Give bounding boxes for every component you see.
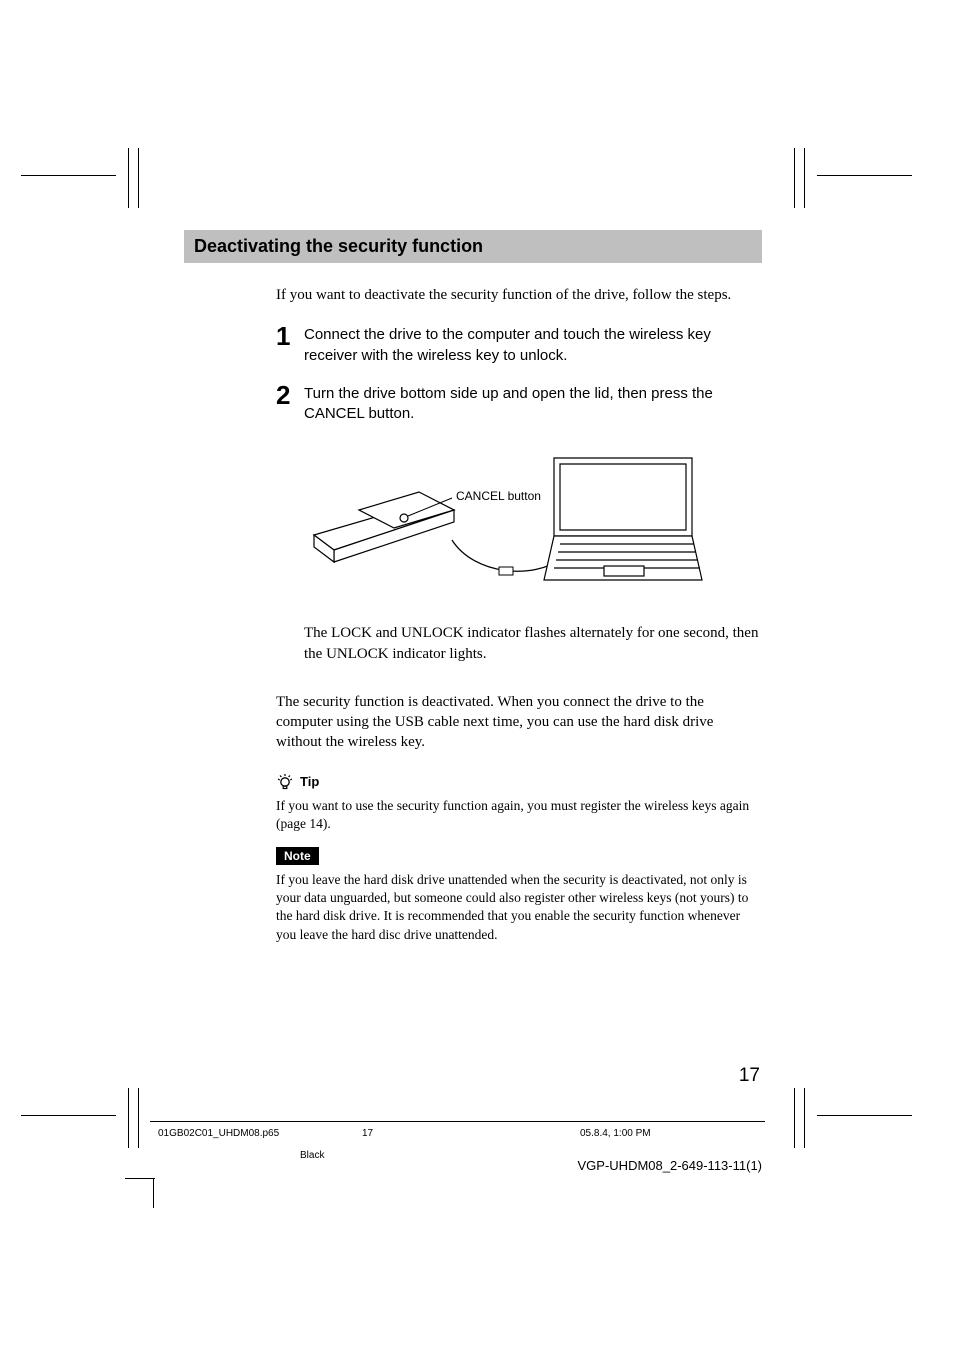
tip-label: Tip — [300, 774, 319, 789]
drive-laptop-illustration: CANCEL button — [304, 440, 704, 600]
tip-heading: Tip — [276, 773, 762, 791]
step-number: 2 — [276, 382, 304, 408]
crop-mark — [21, 175, 116, 176]
footer-rule — [150, 1121, 765, 1122]
footer-filename: 01GB02C01_UHDM08.p65 — [158, 1128, 279, 1139]
intro-text: If you want to deactivate the security f… — [276, 285, 762, 305]
page-number: 17 — [739, 1065, 760, 1087]
footer-page: 17 — [362, 1128, 373, 1139]
crop-mark — [794, 148, 795, 208]
tip-text: If you want to use the security function… — [276, 797, 762, 833]
step-number: 1 — [276, 323, 304, 349]
crop-mark — [128, 1088, 129, 1148]
step-text: Turn the drive bottom side up and open t… — [304, 384, 762, 425]
post-text: The security function is deactivated. Wh… — [276, 692, 762, 753]
crop-mark — [804, 148, 805, 208]
crop-mark — [128, 148, 129, 208]
step-2: 2 Turn the drive bottom side up and open… — [276, 384, 762, 425]
lightbulb-icon — [276, 773, 294, 791]
page-content: Deactivating the security function If yo… — [184, 230, 762, 958]
footer-color: Black — [300, 1150, 324, 1161]
cancel-button-label: CANCEL button — [456, 489, 541, 503]
footer-date: 05.8.4, 1:00 PM — [580, 1128, 651, 1139]
crop-mark — [138, 148, 139, 208]
crop-mark — [138, 1088, 139, 1148]
note-badge: Note — [276, 847, 319, 865]
crop-mark — [817, 175, 912, 176]
crop-mark — [21, 1115, 116, 1116]
section-heading: Deactivating the security function — [184, 230, 762, 263]
footer-model: VGP-UHDM08_2-649-113-11(1) — [578, 1158, 762, 1173]
crop-mark — [817, 1115, 912, 1116]
indicator-caption: The LOCK and UNLOCK indicator flashes al… — [304, 623, 762, 664]
crop-mark — [153, 1178, 154, 1208]
step-1: 1 Connect the drive to the computer and … — [276, 325, 762, 366]
crop-mark — [794, 1088, 795, 1148]
note-text: If you leave the hard disk drive unatten… — [276, 871, 762, 944]
crop-mark — [804, 1088, 805, 1148]
step-text: Connect the drive to the computer and to… — [304, 325, 762, 366]
illustration: CANCEL button — [304, 440, 762, 605]
crop-mark — [125, 1178, 155, 1179]
